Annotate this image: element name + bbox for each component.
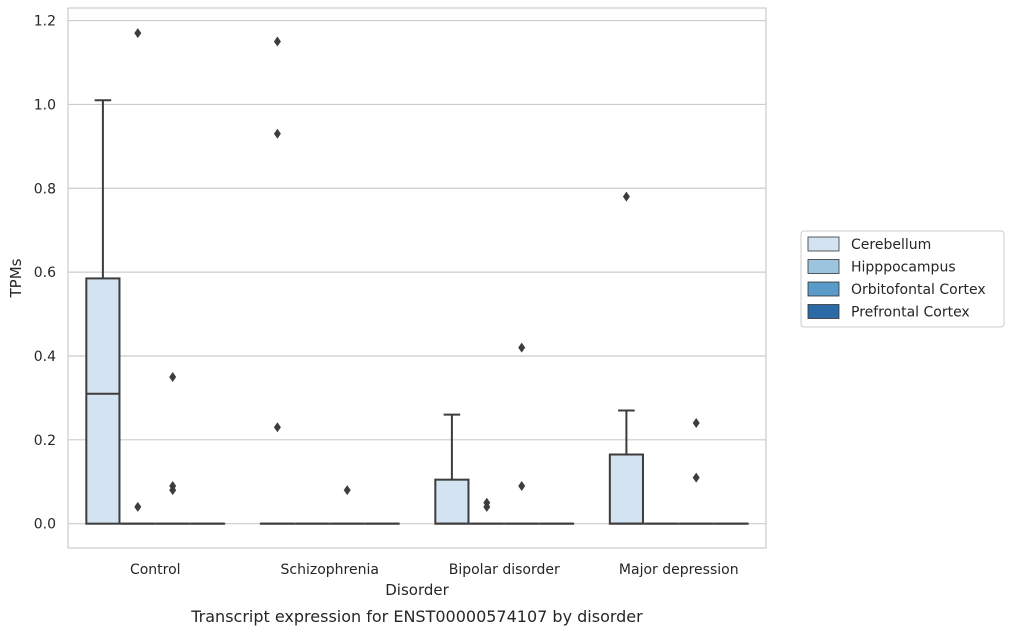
- boxes: [85, 99, 749, 525]
- box-cerebellum: [434, 413, 470, 525]
- outlier-point: [692, 472, 700, 483]
- outlier-point: [518, 480, 526, 491]
- outliers: [134, 28, 700, 512]
- y-tick-label: 0.2: [34, 433, 56, 449]
- outlier-point: [622, 191, 630, 202]
- y-tick-label: 0.4: [34, 349, 56, 365]
- box-body: [608, 453, 644, 525]
- outlier-point: [483, 501, 491, 512]
- box-body: [85, 277, 121, 525]
- plot-area-frame: [67, 7, 767, 549]
- box-cerebellum: [85, 99, 121, 525]
- legend-swatch: [807, 304, 840, 319]
- outlier-point: [273, 36, 281, 47]
- y-tick-label: 1.2: [34, 14, 56, 30]
- outlier-point: [518, 342, 526, 353]
- outlier-point: [169, 371, 177, 382]
- legend-label: Hipppocampus: [851, 260, 956, 276]
- legend-label: Cerebellum: [851, 237, 931, 253]
- x-tick-label: Major depression: [619, 562, 739, 578]
- figure-caption: Transcript expression for ENST0000057410…: [190, 607, 643, 626]
- legend-swatch: [807, 236, 840, 252]
- y-tick-label: 0.6: [34, 265, 56, 281]
- outlier-point: [134, 28, 142, 39]
- outlier-point: [692, 418, 700, 429]
- outlier-point: [273, 128, 281, 139]
- x-tick-label: Bipolar disorder: [449, 562, 560, 578]
- legend-frame: [800, 230, 1005, 328]
- y-tick-label: 1.0: [34, 97, 56, 113]
- legend-swatch: [807, 259, 840, 274]
- legend: Cerebellum Hipppocampus Orbitofontal Corte…: [800, 230, 1005, 328]
- y-tick-label: 0.8: [34, 181, 56, 197]
- legend-label: Prefrontal Cortex: [851, 305, 970, 321]
- x-tick-label: Schizophrenia: [281, 562, 379, 578]
- outlier-point: [273, 422, 281, 433]
- box-cerebellum: [608, 409, 644, 525]
- outlier-point: [343, 485, 351, 496]
- x-axis-label: Disorder: [385, 581, 449, 599]
- outlier-point: [169, 485, 177, 496]
- x-tick-label: Control: [130, 562, 181, 578]
- gridlines: [68, 19, 766, 525]
- x-tick-labels: Control Schizophrenia Bipolar disorder Majo…: [130, 562, 739, 578]
- y-tick-label: 0.0: [34, 517, 56, 533]
- box-body: [434, 478, 470, 525]
- y-axis-label: TPMs: [7, 258, 25, 298]
- legend-swatch: [807, 281, 840, 297]
- legend-label: Orbitofontal Cortex: [851, 282, 986, 298]
- y-tick-labels: 0.0 0.2 0.4 0.6 0.8 1.0 1.2: [34, 14, 56, 533]
- outlier-point: [134, 501, 142, 512]
